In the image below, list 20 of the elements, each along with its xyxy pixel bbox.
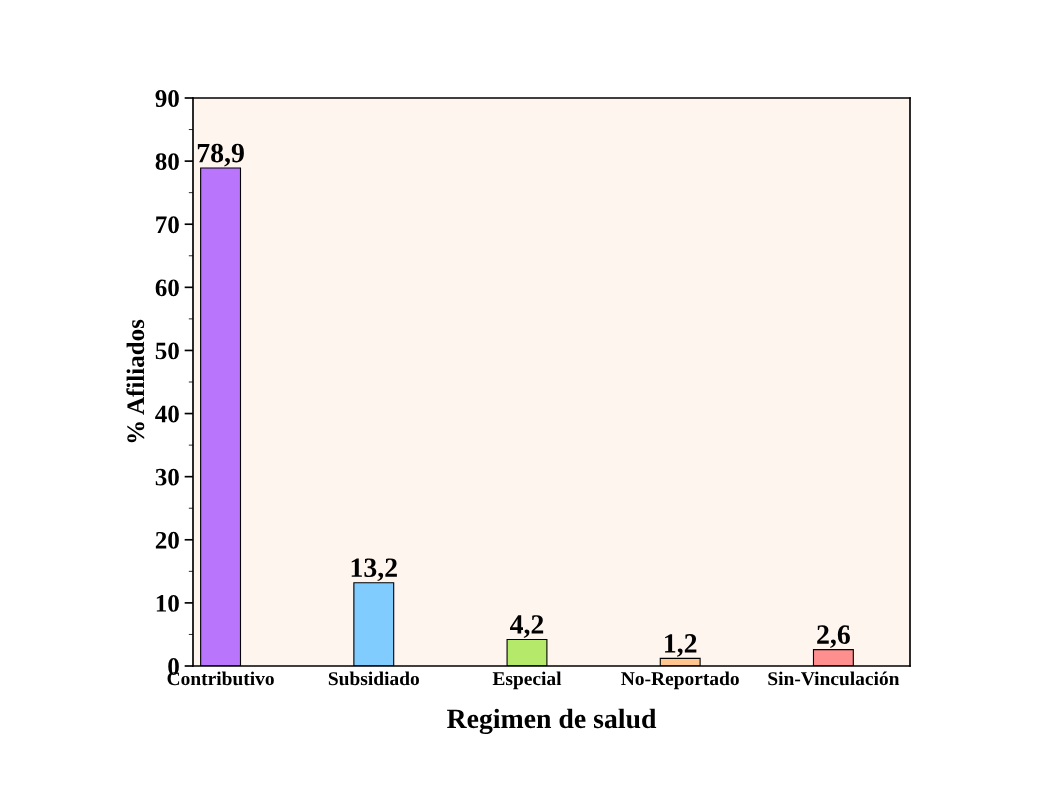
data-label: 78,9: [197, 143, 244, 167]
data-label: 2,6: [817, 625, 850, 648]
y-tick-label: 90: [155, 90, 179, 107]
data-label: 1,2: [665, 634, 697, 657]
y-tick-label: 40: [155, 405, 179, 423]
x-tick-label: No-Reportado: [621, 671, 739, 690]
x-tick-label: Especial: [492, 671, 562, 690]
y-tick-label: 20: [155, 531, 179, 549]
x-tick-label: Subsidiado: [328, 671, 419, 686]
y-tick-label: 10: [156, 594, 179, 612]
data-label: 4,2: [510, 615, 544, 638]
x-tick-label: Sin-Vinculación: [768, 671, 900, 686]
data-label: 13,2: [351, 558, 397, 582]
y-tick-label: 60: [155, 279, 179, 297]
y-tick-label: 50: [155, 342, 179, 360]
y-axis-title: % Afiliados: [126, 319, 145, 443]
y-tick-label: 80: [155, 153, 179, 171]
x-axis-title: Regimen de salud: [447, 708, 657, 735]
y-tick-label: 70: [156, 216, 179, 234]
y-tick-label: 30: [155, 468, 179, 486]
